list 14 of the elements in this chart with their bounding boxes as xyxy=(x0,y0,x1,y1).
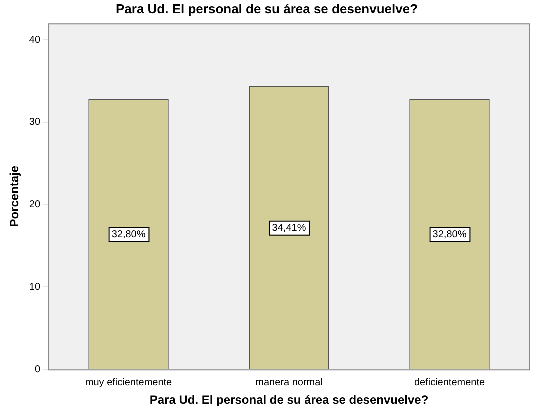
x-tick-label: muy eficientemente xyxy=(85,377,173,388)
x-tick-label: manera normal xyxy=(256,377,323,388)
x-tick-label: deficientemente xyxy=(414,377,486,388)
y-tick-label: 10 xyxy=(29,282,41,293)
y-tick-label: 30 xyxy=(29,117,41,128)
y-axis-title: Porcentaje xyxy=(8,166,22,228)
data-label: 32,80% xyxy=(112,230,146,241)
y-tick-label: 20 xyxy=(29,200,41,211)
y-tick-label: 40 xyxy=(29,34,41,46)
x-axis-title: Para Ud. El personal de su área se desenvuelve? xyxy=(150,393,429,408)
chart-title: Para Ud. El personal de su área se desenvuelve? xyxy=(116,1,418,16)
data-label: 34,41% xyxy=(272,223,306,234)
data-label: 32,80% xyxy=(432,230,467,241)
y-tick-label: 0 xyxy=(34,364,41,376)
